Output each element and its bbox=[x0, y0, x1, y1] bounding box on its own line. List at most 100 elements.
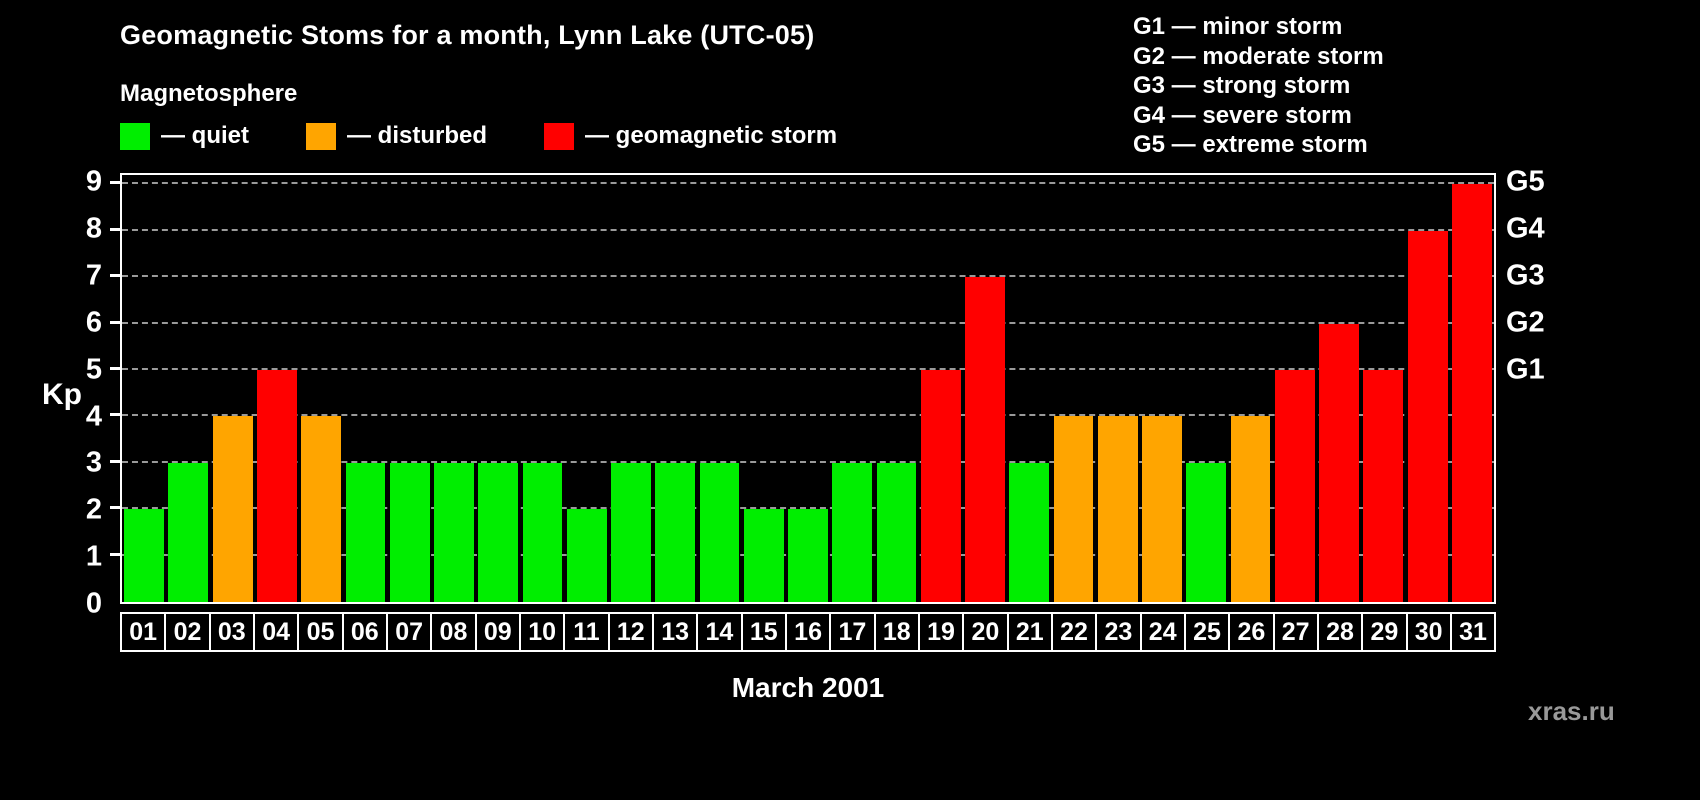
y-tick-mark-6 bbox=[110, 320, 120, 324]
gridline-kp-7 bbox=[122, 275, 1494, 278]
gridline-kp-6 bbox=[122, 321, 1494, 324]
day-label-03: 03 bbox=[208, 612, 255, 652]
gridline-kp-2 bbox=[122, 507, 1494, 510]
right-axis-label-G4: G4 bbox=[1506, 212, 1545, 245]
y-tick-mark-1 bbox=[110, 552, 120, 556]
y-axis-labels: 0 1 2 3 4 5 6 7 8 9 bbox=[0, 166, 110, 620]
y-tick-mark-9 bbox=[110, 181, 120, 185]
gridline-kp-9 bbox=[122, 182, 1494, 185]
bar-day-18 bbox=[876, 462, 917, 602]
legend-label-storm: — geomagnetic storm bbox=[585, 122, 838, 149]
bar-day-16 bbox=[788, 509, 828, 602]
bar-day-11 bbox=[566, 509, 607, 602]
day-label-10: 10 bbox=[518, 612, 566, 652]
legend-row: — quiet — disturbed — geomagnetic storm bbox=[120, 122, 837, 150]
legend-label-quiet: — quiet bbox=[161, 122, 249, 149]
right-axis-label-G1: G1 bbox=[1506, 353, 1545, 386]
right-axis-label-G5: G5 bbox=[1506, 165, 1545, 198]
bar-day-19 bbox=[920, 369, 961, 602]
y-tick-mark-4 bbox=[110, 413, 120, 417]
bar-day-12 bbox=[611, 462, 651, 602]
day-label-07: 07 bbox=[385, 612, 433, 652]
bar-day-14 bbox=[699, 462, 740, 602]
g-legend-line-g5: G5 — extreme storm bbox=[1133, 131, 1368, 158]
bar-day-30 bbox=[1407, 230, 1448, 602]
bar-day-03 bbox=[212, 416, 253, 602]
day-label-12: 12 bbox=[607, 612, 654, 652]
bar-day-25 bbox=[1186, 462, 1227, 602]
day-label-26: 26 bbox=[1228, 612, 1275, 652]
day-label-24: 24 bbox=[1139, 612, 1186, 652]
y-tick-label-5: 5 bbox=[85, 353, 102, 386]
bar-day-21 bbox=[1009, 462, 1050, 602]
g-legend-line-g3: G3 — strong storm bbox=[1133, 72, 1351, 99]
day-label-16: 16 bbox=[784, 612, 832, 652]
y-tick-mark-8 bbox=[110, 227, 120, 231]
y-tick-label-3: 3 bbox=[85, 446, 102, 479]
bar-day-31 bbox=[1451, 184, 1492, 602]
g-scale-legend: G1 — minor storm G2 — moderate storm G3 — … bbox=[1133, 12, 1384, 160]
gridline-kp-3 bbox=[122, 460, 1494, 463]
g-legend-line-g1: G1 — minor storm bbox=[1133, 13, 1343, 40]
day-label-09: 09 bbox=[474, 612, 521, 652]
day-label-19: 19 bbox=[917, 612, 965, 652]
bar-day-26 bbox=[1230, 416, 1271, 602]
day-label-02: 02 bbox=[164, 612, 211, 652]
right-axis-labels: G1 G2 G3 G4 G5 bbox=[1506, 166, 1596, 604]
legend-swatch-quiet bbox=[120, 122, 150, 150]
legend-label-disturbed: — disturbed bbox=[347, 122, 488, 149]
day-label-30: 30 bbox=[1405, 612, 1452, 652]
y-tick-mark-3 bbox=[110, 459, 120, 463]
g-legend-line-g4: G4 — severe storm bbox=[1133, 101, 1352, 129]
day-axis-row: 01 02 03 04 05 06 07 08 09 10 11 12 13 14 15 16 17 18 19 20… bbox=[120, 612, 1497, 652]
bar-day-17 bbox=[832, 462, 873, 602]
legend-title: Magnetosphere bbox=[120, 80, 298, 107]
y-tick-label-4: 4 bbox=[85, 400, 102, 433]
bar-day-24 bbox=[1142, 416, 1182, 602]
bar-day-23 bbox=[1097, 416, 1138, 602]
gridline-kp-8 bbox=[122, 228, 1494, 231]
day-label-04: 04 bbox=[252, 612, 300, 652]
legend-swatch-disturbed bbox=[306, 122, 336, 150]
y-tick-mark-7 bbox=[110, 274, 120, 278]
day-label-11: 11 bbox=[563, 612, 610, 652]
bar-day-13 bbox=[655, 462, 696, 602]
y-tick-label-6: 6 bbox=[85, 306, 102, 339]
day-label-15: 15 bbox=[740, 612, 787, 652]
g-legend-line-g2: G2 — moderate storm bbox=[1133, 42, 1384, 70]
bar-day-02 bbox=[168, 462, 209, 602]
day-label-17: 17 bbox=[829, 612, 876, 652]
day-label-13: 13 bbox=[651, 612, 699, 652]
y-tick-label-9: 9 bbox=[85, 165, 102, 198]
chart-title: Geomagnetic Stoms for a month, Lynn Lake… bbox=[120, 20, 815, 50]
legend-swatch-storm bbox=[544, 122, 575, 150]
day-label-18: 18 bbox=[873, 612, 920, 652]
plot-area bbox=[110, 173, 1496, 604]
watermark: xras.ru bbox=[1528, 696, 1615, 726]
y-tick-label-7: 7 bbox=[85, 259, 102, 292]
bar-day-01 bbox=[124, 509, 165, 602]
bar-day-04 bbox=[256, 369, 297, 602]
x-axis-title: March 2001 bbox=[731, 672, 885, 703]
day-label-29: 29 bbox=[1361, 612, 1408, 652]
day-label-05: 05 bbox=[297, 612, 344, 652]
day-label-31: 31 bbox=[1449, 612, 1497, 652]
gridline-kp-4 bbox=[122, 414, 1494, 417]
day-label-27: 27 bbox=[1272, 612, 1319, 652]
bar-day-07 bbox=[389, 462, 430, 602]
y-tick-label-0: 0 bbox=[85, 587, 102, 620]
bar-day-29 bbox=[1363, 369, 1404, 602]
legend-item-storm: — geomagnetic storm bbox=[544, 122, 837, 150]
bar-day-08 bbox=[434, 462, 474, 602]
y-tick-label-2: 2 bbox=[85, 493, 102, 526]
gridline-kp-5 bbox=[122, 367, 1494, 370]
day-label-22: 22 bbox=[1050, 612, 1098, 652]
bar-day-10 bbox=[522, 462, 563, 602]
day-label-20: 20 bbox=[962, 612, 1009, 652]
bar-day-27 bbox=[1274, 369, 1315, 602]
bar-day-28 bbox=[1319, 323, 1359, 602]
day-label-25: 25 bbox=[1183, 612, 1231, 652]
day-label-23: 23 bbox=[1095, 612, 1142, 652]
day-label-21: 21 bbox=[1006, 612, 1053, 652]
